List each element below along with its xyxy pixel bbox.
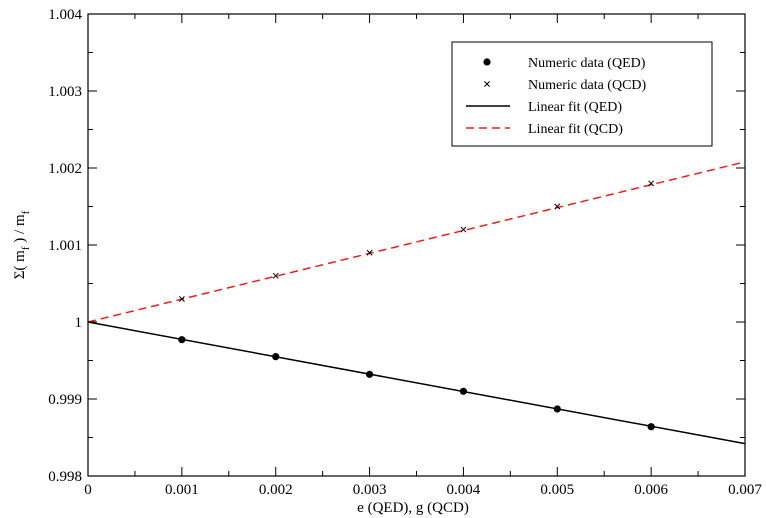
y-tick-label: 1.001	[48, 238, 82, 254]
plot-frame	[87, 13, 746, 477]
y-tick-label: 0.999	[48, 392, 82, 408]
legend-label: Linear fit (QCD)	[528, 122, 623, 137]
x-tick-label: 0.002	[259, 482, 293, 498]
y-tick-label: 1.003	[48, 84, 82, 100]
y-axis-label-sub1: f	[20, 246, 32, 250]
legend-item: Linear fit (QED)	[466, 100, 622, 115]
legend-label: Numeric data (QED)	[528, 56, 646, 71]
fit-line	[87, 321, 746, 445]
legend-marker	[484, 81, 490, 87]
y-tick-label: 1	[75, 315, 83, 331]
qcd-data-point	[648, 180, 655, 187]
x-tick-label: 0	[84, 482, 92, 498]
qed-data-point	[272, 353, 280, 361]
y-tick-label: 1.004	[48, 7, 82, 23]
x-tick-label: 0.005	[540, 482, 574, 498]
x-axis-label: e (QED), g (QCD)	[357, 500, 469, 516]
legend-item: Numeric data (QCD)	[484, 78, 647, 93]
y-tick-label: 0.998	[48, 469, 82, 485]
legend-item: Numeric data (QED)	[483, 56, 646, 71]
qed-data-point	[647, 423, 655, 431]
legend-label: Numeric data (QCD)	[528, 78, 647, 93]
y-axis-label-main: Σ( m	[12, 250, 28, 279]
y-axis-label-sub2: f	[20, 210, 32, 214]
y-axis-label: Σ( mf ) / mf	[12, 210, 32, 279]
x-tick-label: 0.007	[728, 482, 762, 498]
qed-data-point	[553, 405, 561, 413]
qcd-data-point	[272, 272, 279, 279]
legend-marker	[483, 58, 491, 66]
x-tick-label: 0.001	[165, 482, 199, 498]
y-axis: 0.998 0.999 1 1.001 1.002 1.003 1.004	[48, 7, 745, 485]
qed-data-point	[178, 336, 186, 344]
x-tick-label: 0.004	[447, 482, 481, 498]
legend: Numeric data (QED) Numeric data (QCD) Line…	[451, 41, 713, 147]
qcd-data-point	[460, 226, 467, 233]
legend-item: Linear fit (QCD)	[466, 122, 623, 137]
qed-data-point	[459, 387, 468, 395]
plot-area	[87, 161, 746, 445]
qcd-data-point	[366, 249, 373, 256]
x-tick-label: 0.003	[353, 482, 387, 498]
x-tick-label: 0.006	[634, 482, 668, 498]
x-axis: 0 0.001 0.002 0.003 0.004 0.005 0.006 0.007	[84, 14, 762, 498]
qcd-data-point	[178, 295, 185, 302]
y-axis-label-mid: ) / m	[12, 214, 28, 246]
y-tick-label: 1.002	[48, 161, 82, 177]
qed-data-point	[365, 370, 374, 378]
fit-line	[87, 161, 746, 323]
qcd-data-point	[554, 203, 561, 210]
legend-label: Linear fit (QED)	[528, 100, 622, 115]
